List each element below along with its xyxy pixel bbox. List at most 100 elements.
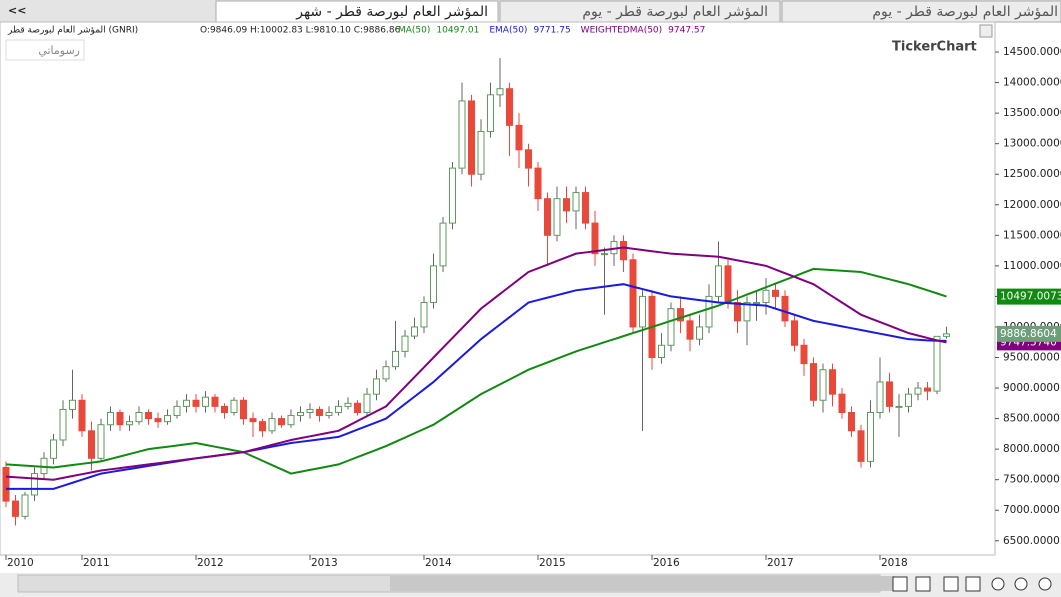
candle-body <box>164 415 171 423</box>
legend-ohlc: O:9846.09 H:10002.83 L:9810.10 C:9886.86 <box>200 26 401 36</box>
candle-body <box>335 405 342 413</box>
x-tick-label: 2017 <box>767 557 794 569</box>
candle-body <box>439 222 447 267</box>
y-tick-label: 11000.0000 <box>1003 260 1061 272</box>
indicator-line <box>5 246 947 481</box>
candle-body <box>705 295 713 328</box>
close-badge <box>997 325 1061 342</box>
candle-body <box>297 411 304 417</box>
candle-body <box>183 399 190 407</box>
candle-body <box>933 335 941 392</box>
candle-body <box>743 302 751 322</box>
candle-body <box>620 240 627 261</box>
candle-body <box>154 418 162 423</box>
tool-button[interactable] <box>892 576 908 592</box>
candle-body <box>221 405 228 413</box>
y-tick-label: 9500.0000 <box>1003 352 1060 364</box>
candle-body <box>287 415 295 426</box>
indicator-line <box>6 283 947 490</box>
close-pane[interactable] <box>979 24 993 38</box>
drawings-button[interactable] <box>5 39 85 61</box>
candle-body <box>477 130 485 175</box>
tool-button[interactable] <box>1014 577 1028 591</box>
x-tick-label: 2015 <box>539 557 566 569</box>
y-tick-label: 13500.0000 <box>1003 107 1061 119</box>
x-tick-label: 2012 <box>197 557 224 569</box>
tab-label: المؤشر العام لبورصة قطر - يوم <box>582 4 768 20</box>
candle-body <box>392 350 399 368</box>
candle-body <box>88 430 95 459</box>
candle-body <box>12 500 19 517</box>
y-tick-label: 8000.0000 <box>1003 443 1060 455</box>
candle-body <box>772 289 779 297</box>
candle-body <box>211 396 219 407</box>
candle-body <box>791 320 798 346</box>
toolbar <box>892 576 1052 592</box>
candle-body <box>563 198 570 212</box>
y-tick-label: 9000.0000 <box>1003 382 1060 394</box>
candle-body <box>914 387 922 395</box>
x-tick-label: 2018 <box>881 557 908 569</box>
candle-body <box>715 265 722 297</box>
y-tick-label: 14000.0000 <box>1003 77 1061 89</box>
candle-body <box>582 192 589 224</box>
drawings-label: رسوماتي <box>38 44 80 57</box>
candle-body <box>344 402 352 407</box>
x-tick-label: 2013 <box>311 557 338 569</box>
candle-body <box>677 308 684 322</box>
collapse-button[interactable]: << <box>8 4 26 17</box>
candle-body <box>97 424 105 459</box>
candle-body <box>268 418 276 432</box>
candle-body <box>696 326 703 340</box>
y-tick-label: 7500.0000 <box>1003 474 1060 486</box>
candle-body <box>21 494 29 517</box>
candle-body <box>401 335 409 352</box>
candle-body <box>382 366 390 380</box>
tab-label: المؤشر العام لبورصة قطر - شهر <box>295 4 488 20</box>
y-tick-label: 8500.0000 <box>1003 413 1060 425</box>
candle-body <box>363 393 371 413</box>
x-tick-label: 2016 <box>653 557 680 569</box>
y-tick-label: 12500.0000 <box>1003 168 1061 180</box>
legend-indicator: WEIGHTEDMA(50) <box>581 26 663 36</box>
legend-symbol: المؤشر العام لبورصة قطر (GNRI) <box>7 26 138 36</box>
x-tick-label: 2010 <box>7 557 34 569</box>
candle-body <box>354 402 361 413</box>
candle-body <box>458 100 466 169</box>
tool-button[interactable] <box>943 576 959 592</box>
candle-body <box>487 94 494 132</box>
candle-body <box>572 192 580 212</box>
candle-body <box>31 473 38 496</box>
candle-body <box>430 265 437 304</box>
tool-button[interactable] <box>965 576 981 592</box>
candle-body <box>316 408 323 417</box>
candle-body <box>278 418 285 426</box>
y-tick-label: 6500.0000 <box>1003 535 1060 547</box>
tool-button[interactable] <box>991 577 1005 591</box>
tab-label: المؤشر العام لبورصة قطر - يوم <box>872 4 1058 20</box>
candle-body <box>895 405 903 408</box>
candle-body <box>525 149 532 169</box>
candle-body <box>240 399 247 420</box>
candle-body <box>848 411 855 432</box>
tool-button[interactable] <box>915 576 931 592</box>
candle-body <box>78 399 86 432</box>
y-tick-label: 11500.0000 <box>1003 229 1061 241</box>
legend-indicator: EMA(50) <box>489 26 527 36</box>
logo: TickerChart <box>892 40 977 55</box>
candle-body <box>924 387 931 392</box>
scroll-thumb[interactable] <box>390 576 895 591</box>
candle-body <box>810 363 817 401</box>
candle-body <box>734 302 741 322</box>
y-tick-label: 7000.0000 <box>1003 504 1060 516</box>
candle-body <box>857 430 865 462</box>
candle-body <box>373 378 380 395</box>
tool-button[interactable] <box>1038 577 1052 591</box>
candle-body <box>724 265 732 304</box>
candle-body <box>59 408 67 441</box>
candle-body <box>838 393 846 413</box>
candle-body <box>667 308 675 346</box>
candle-body <box>943 333 950 337</box>
candle-body <box>886 381 893 407</box>
candle-body <box>135 411 143 423</box>
